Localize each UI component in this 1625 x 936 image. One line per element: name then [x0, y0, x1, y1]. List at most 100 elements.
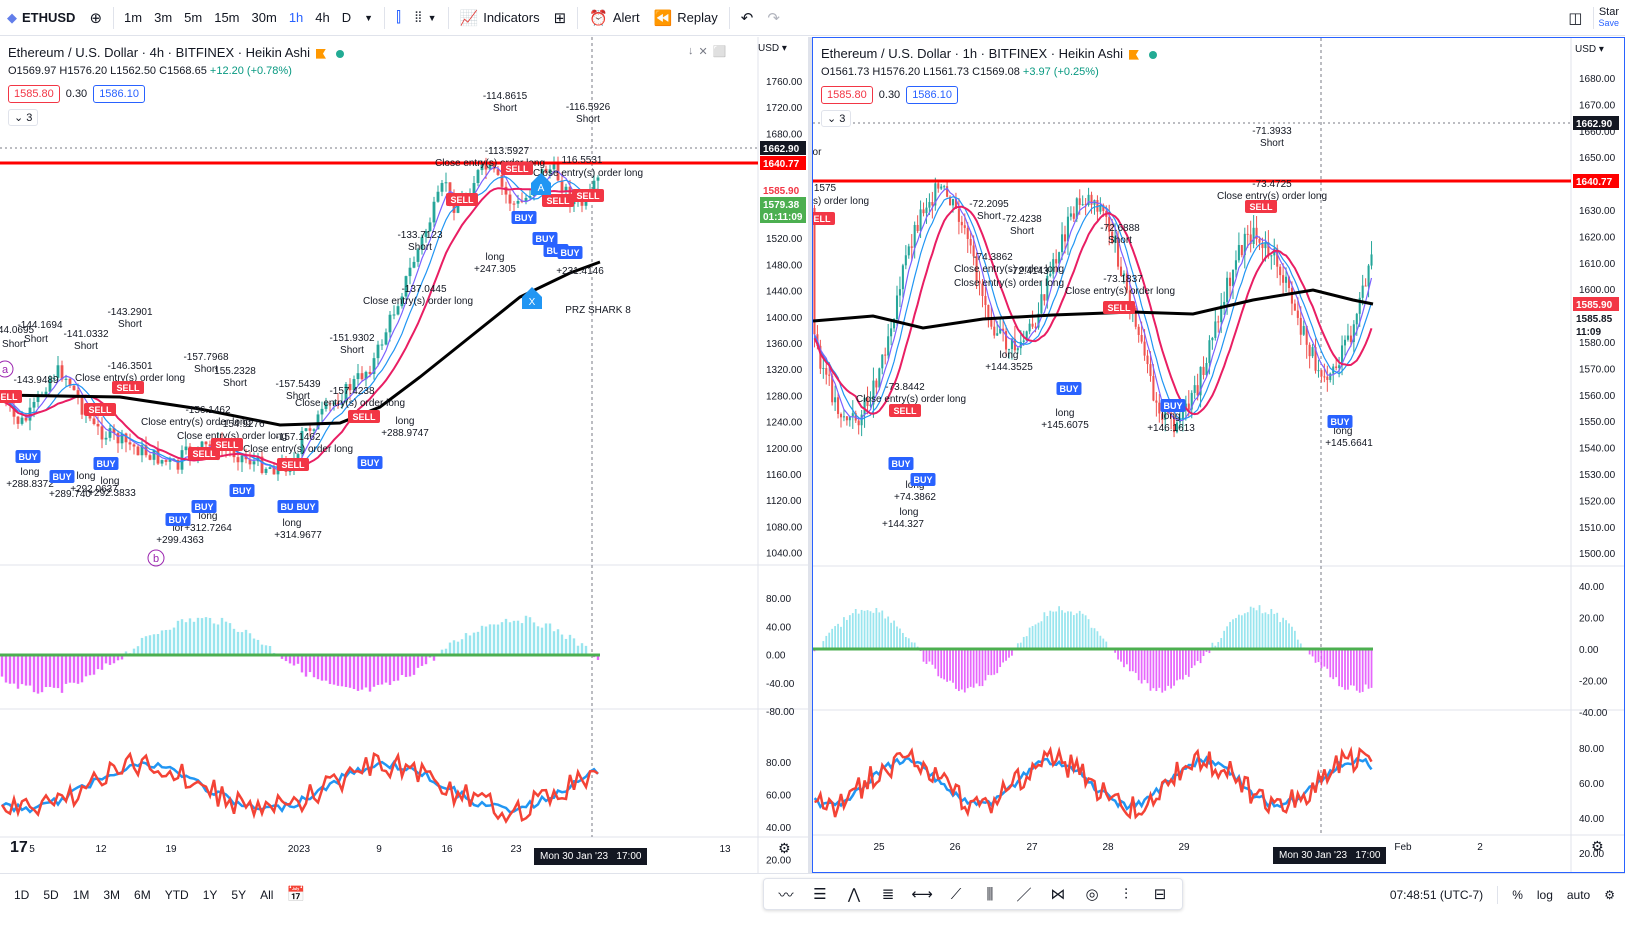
axis-currency[interactable]: USD ▾ — [1575, 44, 1604, 55]
pane-resize-handle[interactable] — [808, 37, 812, 873]
compare-button[interactable]: ⊕ — [82, 0, 109, 36]
save-layout-button[interactable]: Star Save — [1598, 7, 1625, 29]
sell-signal-label: SELL — [572, 189, 604, 202]
lines-tool-button[interactable]: ☰ — [804, 880, 836, 908]
xabcd-tool-button[interactable]: ⋈ — [1042, 880, 1074, 908]
candle-body — [813, 208, 816, 335]
candle-body — [848, 416, 851, 421]
range-ytd[interactable]: YTD — [164, 888, 189, 902]
chart-pane-right[interactable]: 1680.001670.001660.001650.001640.001630.… — [812, 37, 1625, 873]
pitchfork-tool-button[interactable]: ⫼ — [974, 880, 1006, 908]
layout-select-button[interactable]: ◫ — [1561, 0, 1589, 36]
sell-signal-label: SELL — [1245, 200, 1277, 213]
interval-dropdown[interactable]: ▼ — [357, 0, 380, 36]
range-1y[interactable]: 1Y — [202, 888, 218, 902]
range-all[interactable]: All — [260, 888, 274, 902]
range-1m[interactable]: 1M — [72, 888, 90, 902]
sell-price-button[interactable]: 1585.80 — [821, 86, 873, 104]
strategy-annotation: -157.7968 — [183, 352, 228, 363]
signal-label-text: BUY — [96, 459, 115, 469]
chart-canvas-left[interactable]: 1760.001720.001680.001640.001600.001560.… — [0, 37, 808, 873]
candle-body — [1072, 213, 1075, 219]
histogram-bar — [516, 620, 520, 655]
chart-type-button[interactable]: ⦙⦙ ▼ — [408, 0, 444, 36]
interval-1m[interactable]: 1m — [124, 10, 143, 25]
segment-tool-button[interactable]: ／ — [1008, 880, 1040, 908]
interval-1h[interactable]: 1h — [288, 10, 304, 25]
candle-body — [92, 418, 96, 425]
replay-button[interactable]: ⏪ Replay — [647, 0, 725, 36]
candle-body — [560, 180, 564, 192]
axis-currency-label: USD — [1575, 44, 1597, 55]
indicators-button[interactable]: 📈 Indicators — [453, 0, 547, 36]
fib-tool-button[interactable]: ≣ — [872, 880, 904, 908]
histogram-bar — [164, 629, 168, 655]
interval-5m[interactable]: 5m — [184, 10, 203, 25]
candle-body — [1049, 273, 1052, 276]
histogram-bar — [72, 655, 76, 683]
chart-pane-left[interactable]: 1760.001720.001680.001640.001600.001560.… — [0, 37, 808, 873]
channel-tool-button[interactable]: ⫶ — [1110, 880, 1142, 908]
candle-body — [372, 358, 376, 374]
tradingview-logo[interactable]: 17 — [10, 839, 28, 856]
buy-price-button[interactable]: 1586.10 — [906, 86, 958, 104]
histogram-bar — [312, 655, 316, 678]
chart-settings-button[interactable]: ⚙ — [1604, 888, 1615, 902]
strategy-annotation: Close entry(s) order long — [954, 264, 1064, 275]
indicators-collapse-button[interactable]: ⌄ 3 — [8, 109, 39, 126]
cycle-tool-button[interactable]: ◎ — [1076, 880, 1108, 908]
ray-tool-button[interactable]: ⟷ — [906, 880, 938, 908]
symbol-search[interactable]: ◆ ETHUSD — [0, 0, 82, 36]
price-tick-label: 1720.00 — [766, 103, 803, 114]
bar-style-button[interactable]: ⫿ — [389, 0, 408, 36]
clock-readout[interactable]: 07:48:51 (UTC-7) — [1389, 888, 1484, 902]
strategy-annotation: Short — [576, 114, 600, 125]
interval-4h[interactable]: 4h — [315, 10, 330, 25]
histogram-bar — [348, 655, 352, 688]
price-axis-marker-text: 1585.90 — [1576, 300, 1613, 311]
gann-tool-button[interactable]: ⊟ — [1144, 880, 1176, 908]
candle-body — [424, 230, 428, 237]
range-5y[interactable]: 5Y — [231, 888, 247, 902]
chart-canvas-right[interactable]: 1680.001670.001660.001650.001640.001630.… — [813, 38, 1624, 872]
sell-price-button[interactable]: 1585.80 — [8, 85, 60, 103]
interval-3m[interactable]: 3m — [154, 10, 173, 25]
range-5d[interactable]: 5D — [43, 888, 59, 902]
signal-label-box — [1245, 200, 1277, 213]
range-1d[interactable]: 1D — [14, 888, 30, 902]
candle-body — [837, 397, 840, 414]
date-range-picker-button[interactable]: 📅 — [280, 880, 312, 908]
histogram-bar — [384, 655, 388, 683]
log-toggle[interactable]: log — [1536, 888, 1553, 902]
ohlc-readout: O1561.73 H1576.20 L1561.73 C1569.08 +3.9… — [821, 66, 1099, 78]
undo-button[interactable]: ↶ — [734, 0, 761, 36]
price-tick-label: 1570.00 — [1579, 364, 1616, 375]
candle-body — [1335, 366, 1338, 368]
candle-body — [376, 344, 380, 359]
candle-body — [1317, 370, 1320, 372]
strategy-annotation: -141.0332 — [63, 329, 108, 340]
pattern-tool-button[interactable]: ⋀ — [838, 880, 870, 908]
interval-d[interactable]: D — [341, 10, 352, 25]
templates-button[interactable]: ⊞ — [547, 0, 574, 36]
alert-button[interactable]: ⏰ Alert — [582, 0, 646, 36]
range-3m[interactable]: 3M — [103, 888, 121, 902]
arrow-down-icon[interactable]: ↓ — [688, 45, 694, 57]
line-tool-button[interactable]: ⟋ — [940, 880, 972, 908]
interval-30m[interactable]: 30m — [251, 10, 277, 25]
close-icon[interactable]: ✕ — [698, 46, 708, 58]
axis-currency[interactable]: USD ▾ — [758, 43, 787, 54]
maximize-icon[interactable]: ⬜ — [712, 46, 727, 58]
interval-15m[interactable]: 15m — [214, 10, 240, 25]
range-6m[interactable]: 6M — [134, 888, 151, 902]
trend-tool-button[interactable]: 〰 — [770, 880, 802, 908]
indicators-collapse-button[interactable]: ⌄ 3 — [821, 110, 852, 127]
signal-label-text: SELL — [1107, 303, 1131, 313]
percent-toggle[interactable]: % — [1512, 888, 1523, 902]
auto-toggle[interactable]: auto — [1566, 888, 1591, 902]
histogram-bar — [1164, 649, 1167, 691]
oscillator-tick-label: -40.00 — [1579, 708, 1608, 719]
candle-body — [132, 444, 136, 447]
crosshair-time: 17:00 — [1355, 850, 1381, 861]
buy-price-button[interactable]: 1586.10 — [93, 85, 145, 103]
